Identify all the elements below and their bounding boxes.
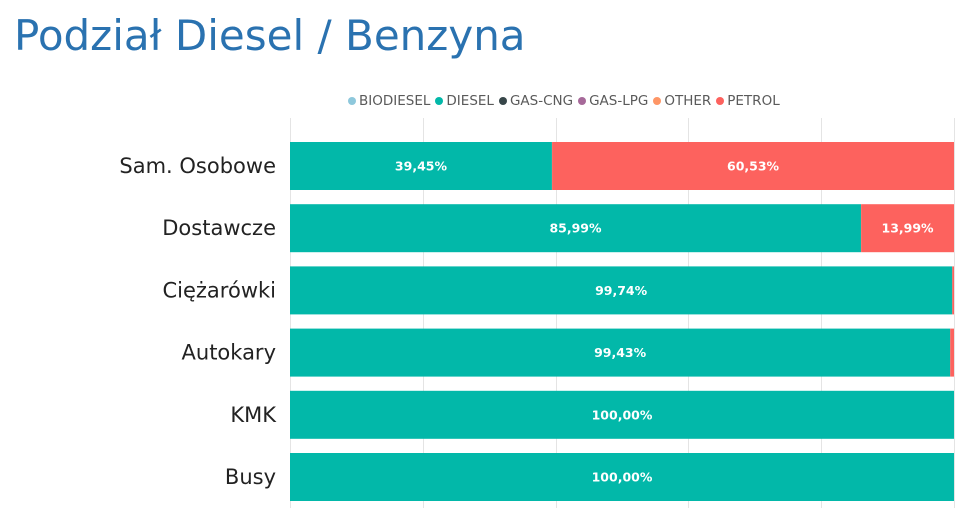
bar-segment-petrol[interactable] <box>861 204 954 253</box>
legend-item-other[interactable]: OTHER <box>653 93 711 109</box>
data-label: 99,74% <box>595 283 648 298</box>
legend-label: PETROL <box>727 93 780 109</box>
bar-segment-diesel[interactable] <box>290 453 954 501</box>
chart-legend: BIODIESEL DIESEL GAS-CNG GAS-LPG OTHER PETROL <box>348 90 780 112</box>
legend-marker <box>653 97 662 105</box>
legend-marker <box>716 97 725 105</box>
bar-segment-petrol[interactable] <box>952 266 954 315</box>
bar-segment-diesel[interactable] <box>290 266 953 315</box>
legend-item-diesel[interactable]: DIESEL <box>435 93 494 109</box>
data-label: 60,53% <box>727 159 780 174</box>
legend-label: DIESEL <box>446 93 494 109</box>
chart-title: Podział Diesel / Benzyna <box>14 11 526 60</box>
legend-label: BIODIESEL <box>359 93 431 109</box>
category-label: Dostawcze <box>162 216 276 240</box>
data-label: 100,00% <box>592 470 653 485</box>
data-label: 13,99% <box>882 221 935 236</box>
category-label: KMK <box>230 403 277 427</box>
legend-marker <box>348 97 356 105</box>
category-label: Sam. Osobowe <box>119 154 276 178</box>
data-label: 100,00% <box>592 407 653 422</box>
legend-item-biodiesel[interactable]: BIODIESEL <box>348 93 430 109</box>
legend-label: OTHER <box>664 93 712 109</box>
category-label: Busy <box>225 465 276 489</box>
category-label: Autokary <box>182 341 276 365</box>
legend-item-petrol[interactable]: PETROL <box>716 93 780 109</box>
legend-item-gas-cng[interactable]: GAS-CNG <box>498 93 574 109</box>
bar-segment-petrol[interactable] <box>950 328 954 377</box>
bar-segment-diesel[interactable] <box>290 328 951 377</box>
bar-segment-diesel[interactable] <box>290 204 861 253</box>
bar-segment-diesel[interactable] <box>290 142 552 190</box>
data-label: 85,99% <box>549 221 602 236</box>
legend-item-gas-lpg[interactable]: GAS-LPG <box>578 93 648 109</box>
bar-segment-diesel[interactable] <box>290 390 954 439</box>
legend-marker <box>435 97 444 105</box>
bar-segment-petrol[interactable] <box>552 142 954 190</box>
data-label: 39,45% <box>395 159 448 174</box>
data-label: 99,43% <box>594 345 647 360</box>
legend-label: GAS-LPG <box>589 93 649 109</box>
legend-marker <box>578 97 587 105</box>
category-label: Ciężarówki <box>162 278 276 302</box>
legend-label: GAS-CNG <box>509 93 574 109</box>
legend-marker <box>498 97 507 105</box>
